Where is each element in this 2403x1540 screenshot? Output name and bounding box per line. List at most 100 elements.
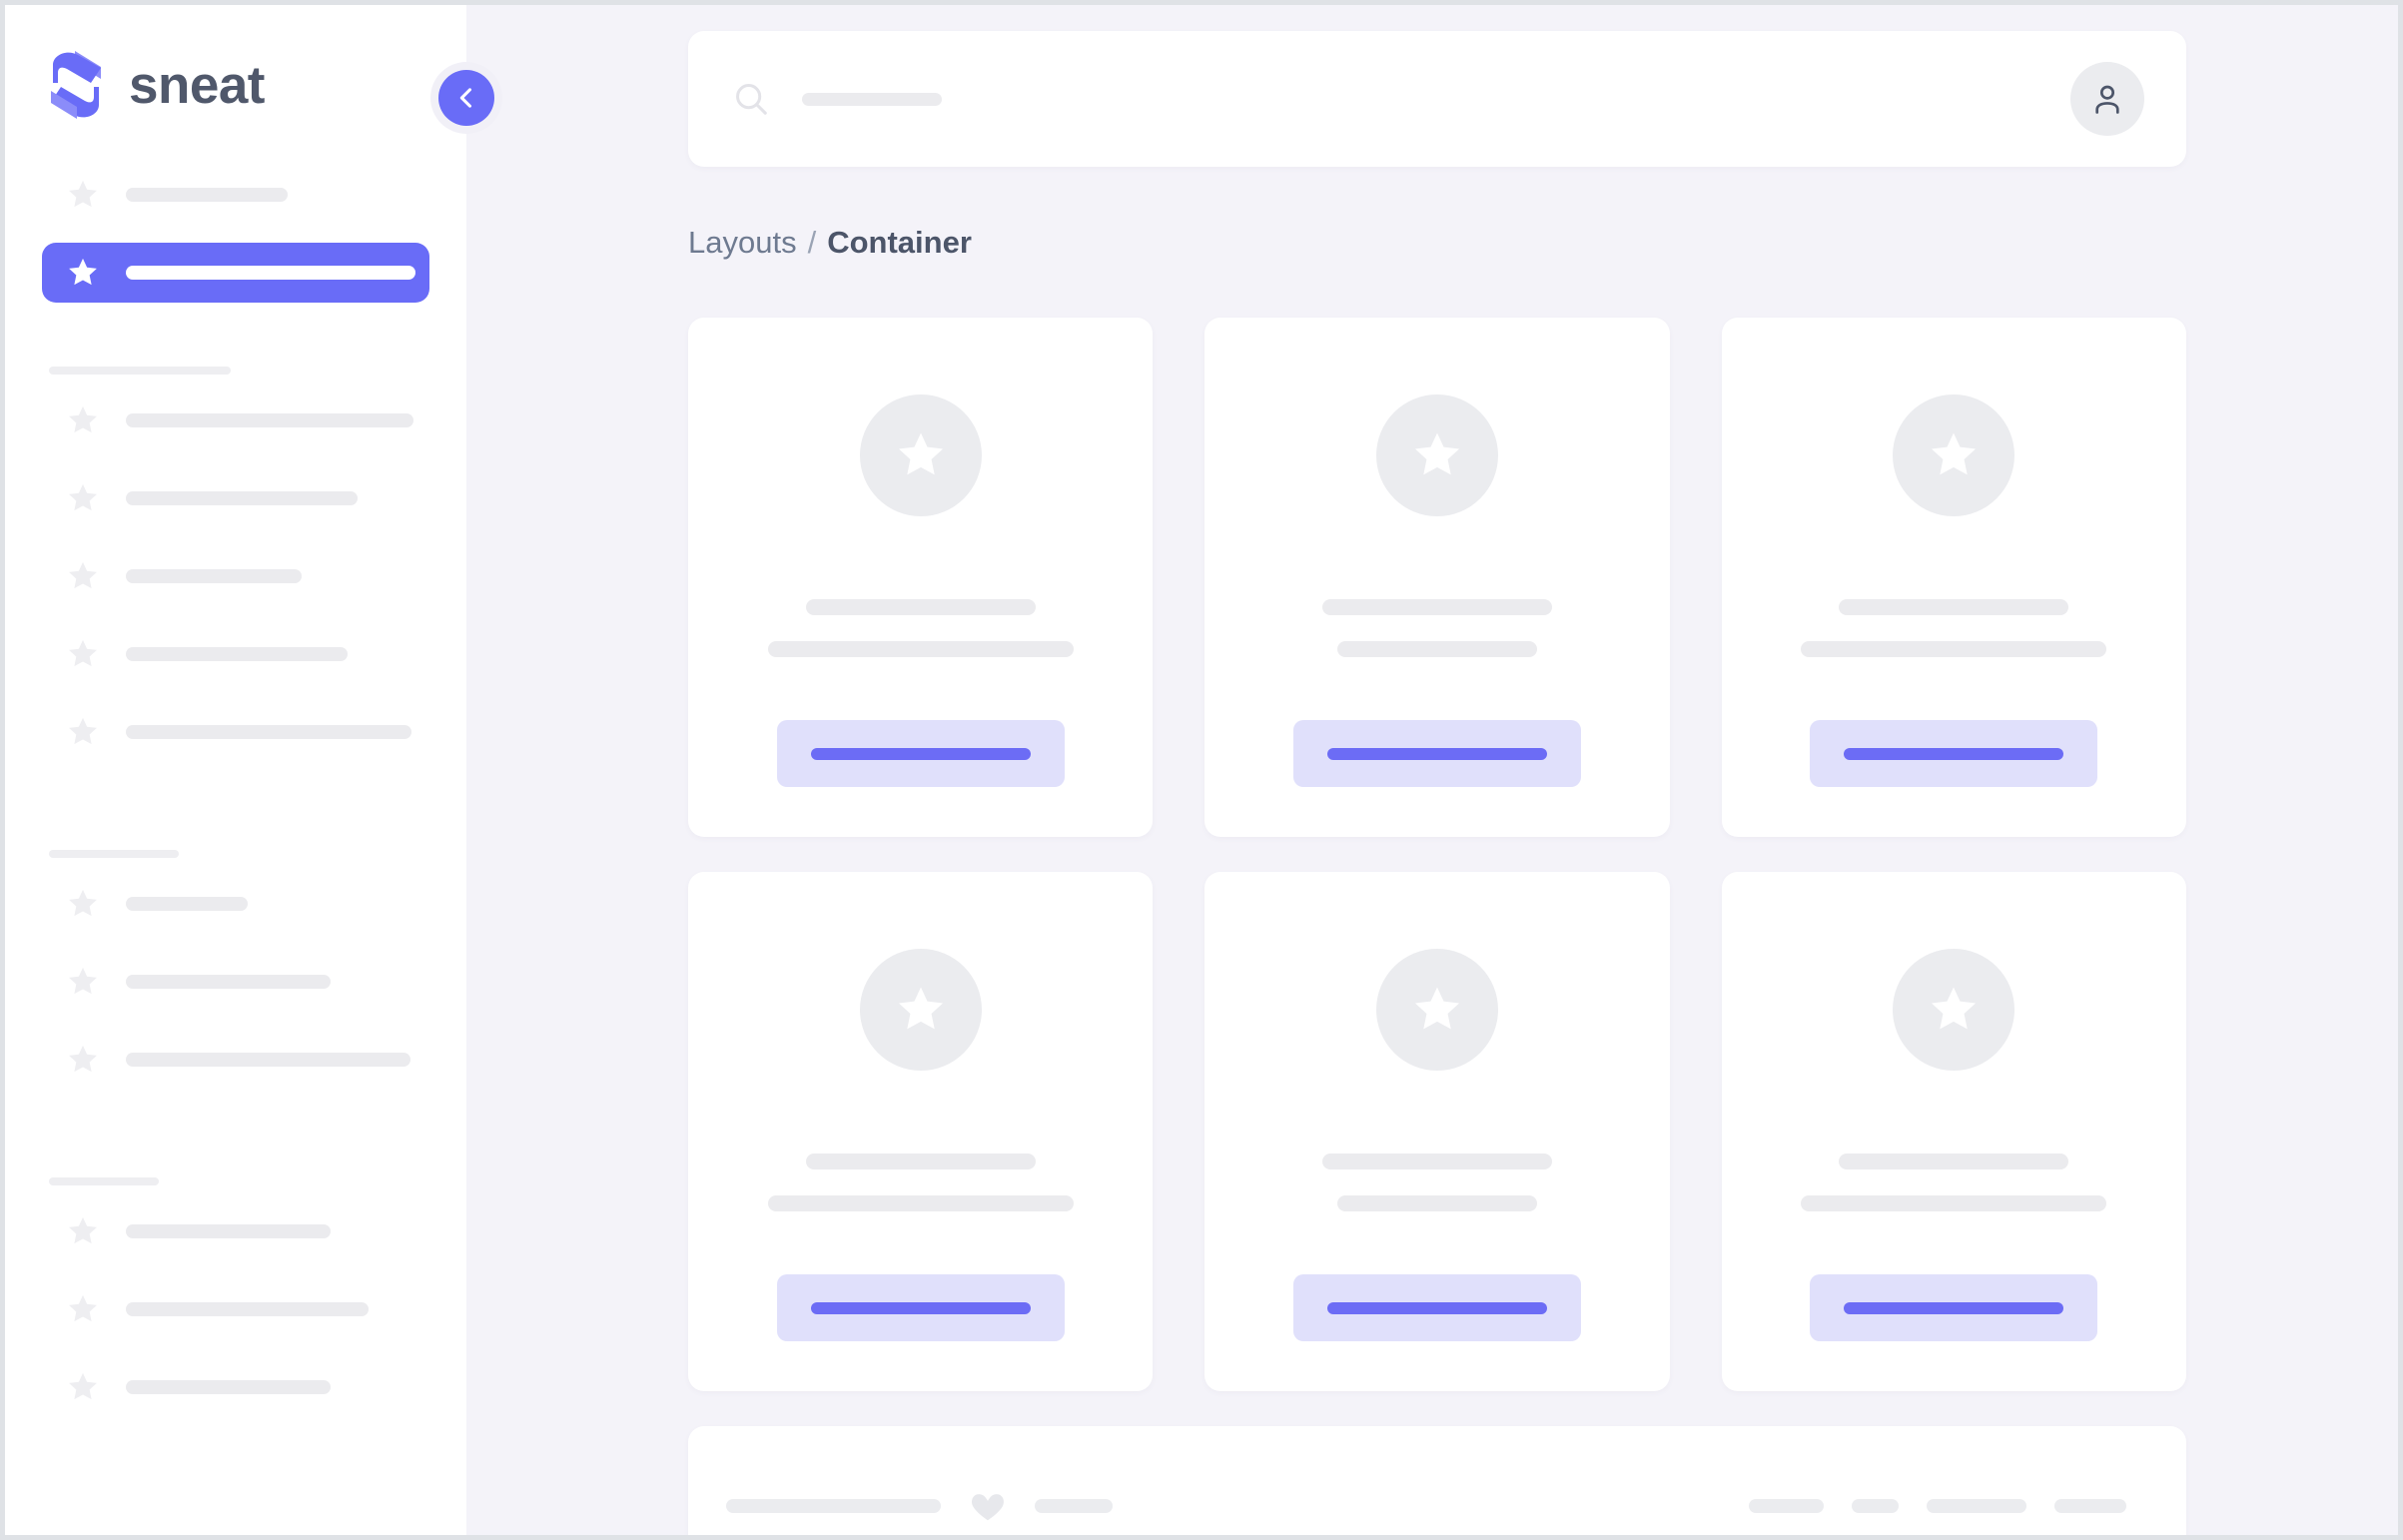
sidebar-item-label	[126, 1053, 410, 1067]
card-subtitle-placeholder	[1801, 1195, 2107, 1211]
sidebar-item-label	[126, 413, 413, 427]
star-icon	[66, 481, 100, 515]
star-icon	[66, 965, 100, 999]
card-button-label-placeholder	[1844, 747, 2064, 760]
card-action-button[interactable]	[1292, 1274, 1581, 1341]
star-icon	[66, 1214, 100, 1248]
spacer	[5, 528, 466, 546]
card-title-placeholder	[1839, 1154, 2069, 1169]
chevron-left-icon	[452, 84, 480, 112]
spacer	[5, 1090, 466, 1161]
sidebar-item-4[interactable]	[42, 468, 429, 528]
card-title-placeholder	[805, 1154, 1036, 1169]
star-icon	[66, 1370, 100, 1404]
sidebar-group-divider	[5, 1161, 466, 1201]
footer-link-1[interactable]	[1749, 1499, 1824, 1513]
spacer	[5, 1012, 466, 1030]
breadcrumb: Layouts / Container	[688, 227, 2186, 258]
sidebar-item-label	[126, 1380, 331, 1394]
footer-link-2[interactable]	[1852, 1499, 1899, 1513]
avatar[interactable]	[2070, 62, 2144, 136]
card-avatar	[1893, 394, 2015, 516]
sidebar-item-label	[126, 647, 348, 661]
card-title-placeholder	[1839, 599, 2069, 615]
card-action-button[interactable]	[776, 720, 1065, 787]
breadcrumb-separator: /	[807, 225, 817, 260]
card-subtitle-placeholder	[767, 641, 1074, 657]
sidebar-item-12[interactable]	[42, 1279, 429, 1339]
sidebar-item-1[interactable]	[42, 165, 429, 225]
sidebar-item-2-active[interactable]	[42, 243, 429, 303]
divider-bar	[49, 367, 231, 375]
card-title-placeholder	[1321, 599, 1552, 615]
card-subtitle-placeholder	[767, 1195, 1074, 1211]
star-icon	[1927, 428, 1981, 482]
divider-bar	[49, 850, 179, 858]
footer-left	[726, 1487, 1113, 1525]
star-icon	[66, 178, 100, 212]
card-3[interactable]	[1721, 318, 2186, 837]
card-button-label-placeholder	[1326, 747, 1547, 760]
sidebar-collapse-button[interactable]	[430, 62, 502, 134]
card-1[interactable]	[688, 318, 1154, 837]
sidebar: sneat	[5, 5, 502, 1535]
star-icon	[894, 983, 948, 1037]
sidebar-item-10[interactable]	[42, 1030, 429, 1090]
search-input[interactable]	[802, 92, 942, 106]
card-subtitle-placeholder	[1336, 641, 1537, 657]
spacer	[5, 303, 466, 351]
card-action-button[interactable]	[1292, 720, 1581, 787]
card-subtitle-placeholder	[1336, 1195, 1537, 1211]
spacer	[5, 684, 466, 702]
sidebar-item-11[interactable]	[42, 1201, 429, 1261]
card-6[interactable]	[1721, 872, 2186, 1391]
footer	[688, 1426, 2186, 1535]
breadcrumb-root[interactable]: Layouts	[688, 225, 797, 260]
card-subtitle-placeholder	[1801, 641, 2107, 657]
search-bar[interactable]	[732, 80, 2070, 118]
sidebar-item-label	[126, 266, 415, 280]
card-5[interactable]	[1204, 872, 1670, 1391]
card-avatar	[1375, 949, 1498, 1071]
sidebar-item-label	[126, 897, 248, 911]
card-title-placeholder	[805, 599, 1036, 615]
card-button-label-placeholder	[1844, 1301, 2064, 1314]
card-avatar	[859, 394, 982, 516]
spacer	[5, 450, 466, 468]
card-4[interactable]	[688, 872, 1154, 1391]
footer-link-4[interactable]	[2054, 1499, 2126, 1513]
divider-bar	[49, 1177, 159, 1185]
user-icon	[2088, 80, 2126, 118]
star-icon	[894, 428, 948, 482]
sidebar-item-3[interactable]	[42, 390, 429, 450]
card-button-label-placeholder	[1326, 1301, 1547, 1314]
star-icon	[66, 256, 100, 290]
sidebar-item-7[interactable]	[42, 702, 429, 762]
content-container: Layouts / Container	[688, 31, 2186, 1535]
card-action-button[interactable]	[1810, 720, 2098, 787]
sidebar-item-label	[126, 491, 358, 505]
card-title-placeholder	[1321, 1154, 1552, 1169]
spacer	[5, 762, 466, 834]
card-button-label-placeholder	[810, 1301, 1031, 1314]
sidebar-item-8[interactable]	[42, 874, 429, 934]
card-grid	[688, 318, 2186, 1391]
card-button-label-placeholder	[810, 747, 1031, 760]
spacer	[5, 934, 466, 952]
sidebar-item-9[interactable]	[42, 952, 429, 1012]
card-avatar	[1375, 394, 1498, 516]
card-action-button[interactable]	[1810, 1274, 2098, 1341]
card-action-button[interactable]	[776, 1274, 1065, 1341]
sidebar-item-13[interactable]	[42, 1357, 429, 1417]
sidebar-item-5[interactable]	[42, 546, 429, 606]
app-window: sneat	[5, 5, 2398, 1535]
sidebar-item-6[interactable]	[42, 624, 429, 684]
top-navbar	[688, 31, 2186, 167]
brand[interactable]: sneat	[5, 5, 466, 165]
star-icon	[66, 887, 100, 921]
footer-link-3[interactable]	[1927, 1499, 2026, 1513]
footer-links	[1749, 1499, 2126, 1513]
sidebar-group-divider	[5, 351, 466, 390]
card-2[interactable]	[1204, 318, 1670, 837]
heart-icon	[969, 1487, 1007, 1525]
